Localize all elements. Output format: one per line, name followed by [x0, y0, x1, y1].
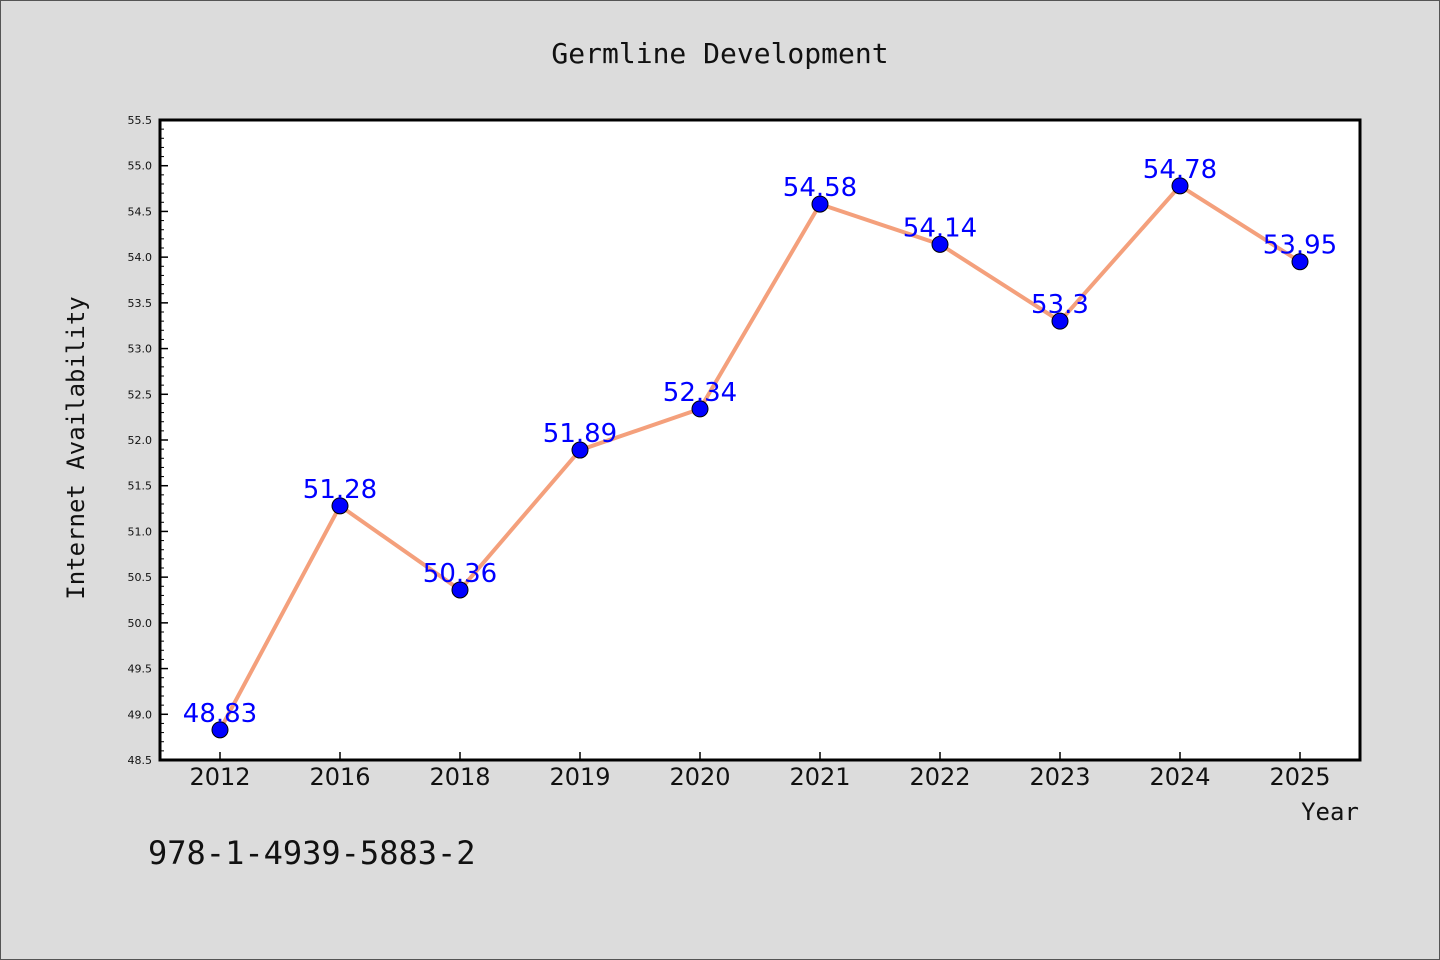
isbn-text: 978-1-4939-5883-2	[148, 834, 476, 872]
data-point	[571, 441, 589, 459]
data-point	[1051, 312, 1069, 330]
y-tick-label: 53.0	[128, 343, 153, 356]
data-label: 54.14	[903, 213, 977, 243]
x-axis-ticks: 2012 2016 2018 2019 2020 2021 2022 2023 2024 2025	[189, 752, 1331, 791]
y-tick-label: 52.5	[128, 388, 153, 401]
x-tick-label: 2020	[669, 763, 730, 791]
data-label: 51.28	[303, 475, 377, 505]
x-tick-label: 2022	[909, 763, 970, 791]
plot-area	[160, 120, 1360, 760]
y-tick-label: 51.0	[128, 525, 153, 538]
data-label: 53.3	[1031, 290, 1089, 320]
x-tick-label: 2024	[1149, 763, 1210, 791]
x-tick-label: 2019	[549, 763, 610, 791]
data-label: 52.34	[663, 378, 737, 408]
y-tick-label: 54.5	[128, 205, 153, 218]
chart-title: Germline Development	[551, 37, 888, 70]
data-label: 54.78	[1143, 155, 1217, 185]
y-tick-label: 50.5	[128, 571, 153, 584]
x-tick-label: 2025	[1269, 763, 1330, 791]
y-tick-label: 55.5	[128, 114, 153, 127]
y-tick-label: 49.5	[128, 663, 153, 676]
y-tick-label: 52.0	[128, 434, 153, 447]
data-markers	[211, 177, 1309, 739]
x-axis-label: Year	[1301, 798, 1359, 826]
data-point	[331, 497, 349, 515]
x-tick-label: 2021	[789, 763, 850, 791]
plot-frame	[158, 118, 1362, 762]
y-axis-label: Internet Availability	[62, 296, 90, 599]
data-label: 54.58	[783, 173, 857, 203]
y-tick-label: 49.0	[128, 708, 153, 721]
x-tick-label: 2012	[189, 763, 250, 791]
data-point	[1291, 253, 1309, 271]
data-point	[691, 400, 709, 418]
data-label: 51.89	[543, 419, 617, 449]
data-point	[211, 721, 229, 739]
data-point	[811, 195, 829, 213]
data-point	[931, 235, 949, 253]
data-point	[451, 581, 469, 599]
data-label: 48.83	[183, 699, 257, 729]
x-tick-label: 2018	[429, 763, 490, 791]
data-label: 53.95	[1263, 231, 1337, 261]
y-tick-label: 55.0	[128, 160, 153, 173]
x-tick-label: 2016	[309, 763, 370, 791]
data-label: 50.36	[423, 559, 497, 589]
y-tick-label: 51.5	[128, 480, 153, 493]
y-tick-label: 54.0	[128, 251, 153, 264]
y-tick-label: 48.5	[128, 754, 153, 767]
series-line	[218, 183, 1302, 731]
y-tick-label: 50.0	[128, 617, 153, 630]
y-tick-label: 53.5	[128, 297, 153, 310]
data-labels: 48.83 51.28 50.36 51.89 52.34 54.58 54.14 53.3 5…	[183, 155, 1337, 729]
x-tick-label: 2023	[1029, 763, 1090, 791]
y-axis-ticks: 48.5 49.0 49.5 50.0 50.5 51.0 51.5 52.0 52.5 53.0…	[128, 114, 168, 767]
data-point	[1171, 177, 1189, 195]
